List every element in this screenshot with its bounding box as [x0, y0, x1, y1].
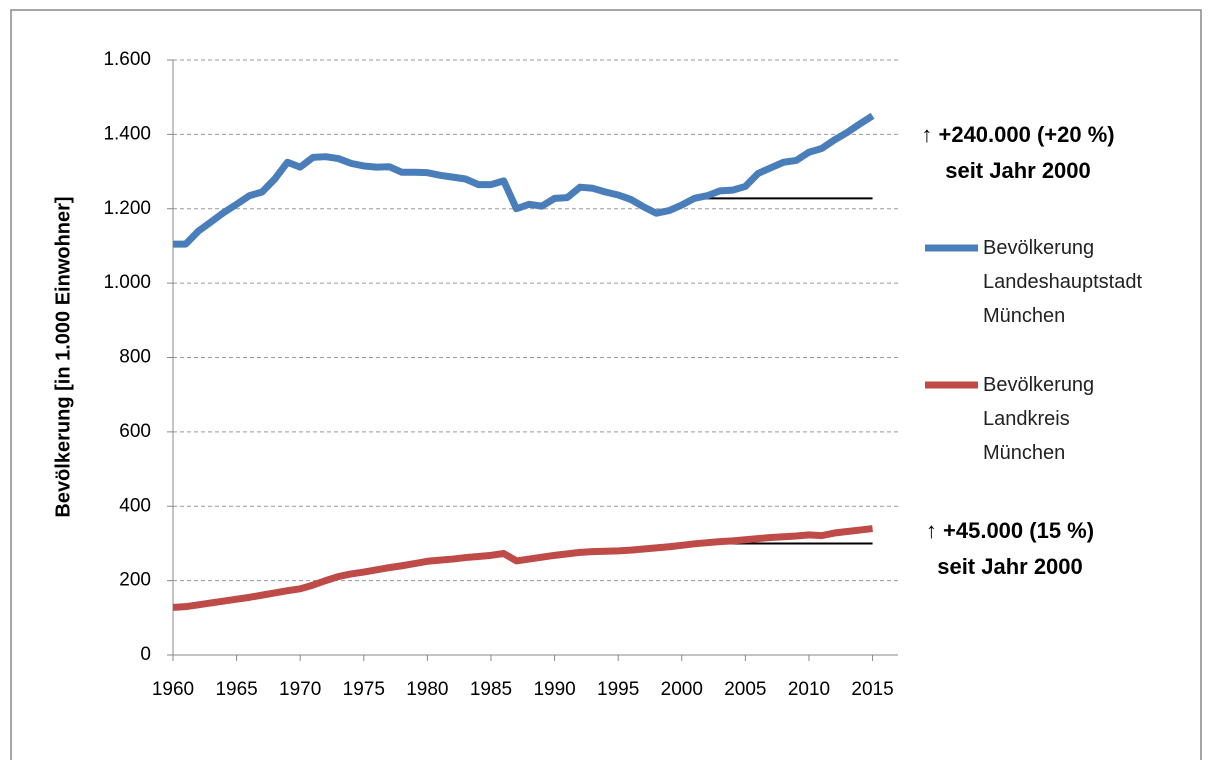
series-line [173, 112, 875, 248]
series-line [172, 525, 873, 611]
y-tick-label: 1.600 [103, 49, 151, 70]
annotation-line: ↑ +45.000 (15 %) [925, 518, 1095, 543]
x-tick-label: 1985 [470, 679, 512, 700]
x-tick-label: 2015 [851, 679, 893, 700]
y-tick-label: 1.200 [103, 198, 151, 219]
y-tick-label: 600 [119, 421, 151, 442]
y-tick-label: 1.000 [103, 272, 151, 293]
frame [10, 9, 1202, 760]
y-tick-label: 200 [119, 570, 151, 591]
x-tick-label: 1970 [279, 679, 321, 700]
y-tick-label: 400 [119, 495, 151, 516]
y-tick-label: 1.400 [103, 123, 151, 144]
x-tick-label: 1975 [343, 679, 385, 700]
y-axis-title: Bevölkerung [in 1.000 Einwohner] [52, 196, 74, 517]
legend-label: Bevölkerung Landkreis München [983, 374, 1095, 464]
y-tick-label: 800 [119, 347, 151, 368]
x-tick-label: 2010 [788, 679, 830, 700]
y-tick-label: 0 [140, 644, 151, 665]
x-tick-label: 1960 [152, 679, 194, 700]
x-tick-label: 1965 [215, 679, 257, 700]
annotation-line: seit Jahr 2000 [945, 158, 1091, 183]
x-tick-label: 1995 [597, 679, 639, 700]
annotation-line: seit Jahr 2000 [937, 554, 1083, 579]
x-tick-label: 2005 [724, 679, 766, 700]
x-tick-label: 2000 [661, 679, 703, 700]
x-tick-label: 1990 [533, 679, 575, 700]
annotation: ↑ +45.000 (15 %) seit Jahr 2000 [890, 513, 1130, 585]
annotation-line: ↑ +240.000 (+20 %) [921, 122, 1115, 147]
annotation: ↑ +240.000 (+20 %) seit Jahr 2000 [898, 117, 1138, 189]
legend-label: Bevölkerung Landeshauptstadt München [983, 237, 1143, 327]
x-tick-label: 1980 [406, 679, 448, 700]
